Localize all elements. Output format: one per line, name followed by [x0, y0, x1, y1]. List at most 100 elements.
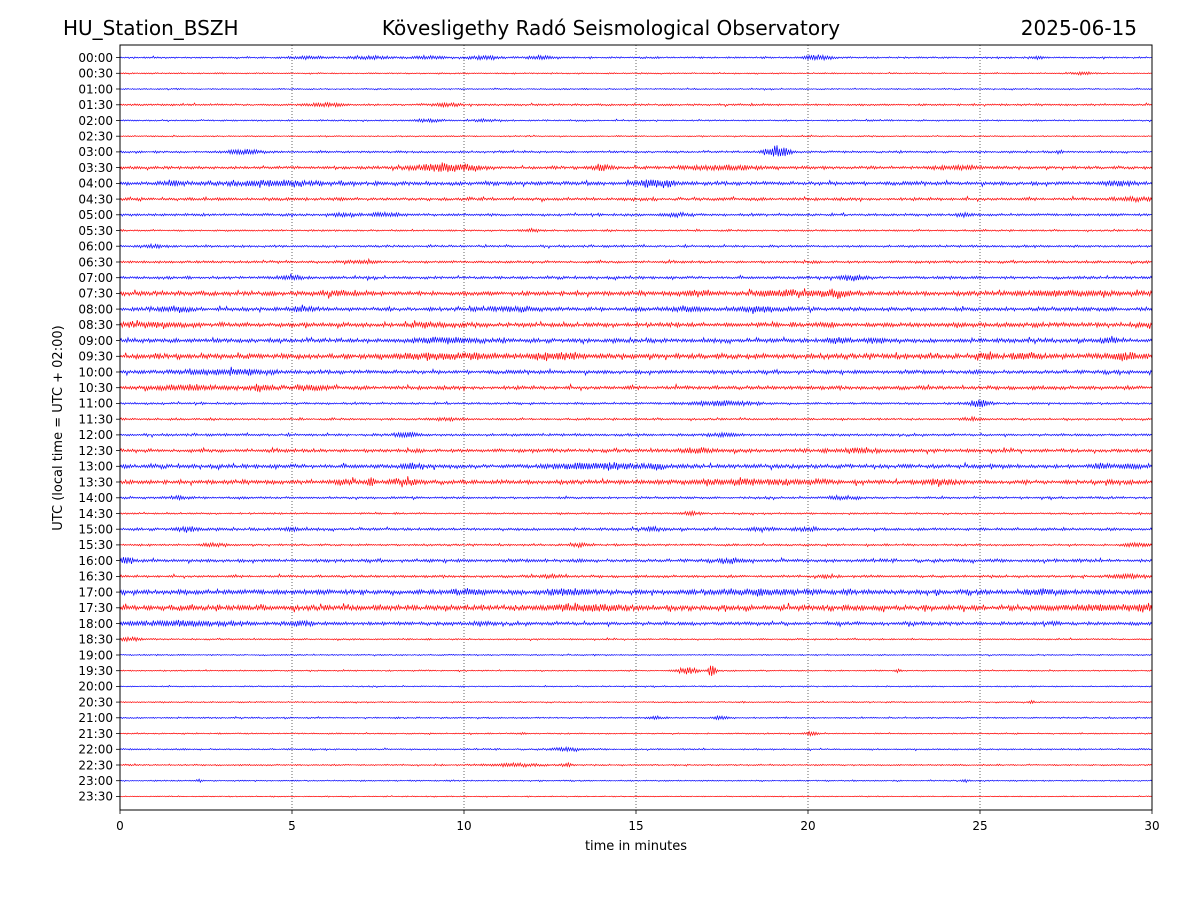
y-tick-label: 16:00	[78, 554, 113, 568]
y-tick-label: 04:00	[78, 177, 113, 191]
trace-line	[119, 53, 1153, 62]
y-tick-label: 00:00	[78, 51, 113, 65]
trace-line	[119, 541, 1153, 549]
trace-line	[119, 525, 1153, 534]
y-tick-label: 16:30	[78, 570, 113, 584]
y-axis-label: UTC (local time = UTC + 02:00)	[51, 325, 66, 530]
y-tick-label: 02:00	[78, 114, 113, 128]
y-tick-label: 13:30	[78, 475, 113, 489]
y-tick-label: 22:00	[78, 743, 113, 757]
y-tick-label: 01:00	[78, 82, 113, 96]
trace-line	[119, 684, 1153, 689]
y-tick-label: 12:30	[78, 444, 113, 458]
y-tick-label: 12:00	[78, 428, 113, 442]
y-tick-label: 08:00	[78, 302, 113, 316]
trace-line	[119, 653, 1153, 657]
y-tick-label: 23:00	[78, 774, 113, 788]
y-tick-label: 17:00	[78, 585, 113, 599]
y-tick-label: 21:30	[78, 727, 113, 741]
y-tick-label: 10:00	[78, 365, 113, 379]
y-tick-label: 22:30	[78, 758, 113, 772]
y-tick-label: 19:30	[78, 664, 113, 678]
x-tick-label: 0	[116, 819, 124, 833]
trace-line	[119, 730, 1153, 737]
trace-line	[119, 195, 1153, 204]
y-tick-label: 03:00	[78, 145, 113, 159]
x-tick-label: 10	[456, 819, 471, 833]
trace-line	[119, 461, 1153, 471]
trace-line	[119, 134, 1153, 138]
trace-line	[119, 351, 1153, 362]
trace-line	[119, 162, 1153, 173]
trace-line	[119, 699, 1153, 705]
y-tick-label: 06:00	[78, 240, 113, 254]
gridlines	[291, 45, 981, 810]
trace-line	[119, 399, 1153, 408]
trace-line	[119, 602, 1153, 613]
y-tick-label: 20:30	[78, 695, 113, 709]
trace-line	[119, 257, 1153, 266]
trace-line	[119, 635, 1153, 643]
observatory-title: Kövesligethy Radó Seismological Observat…	[382, 16, 840, 40]
trace-line	[119, 494, 1153, 502]
y-tick-label: 15:30	[78, 538, 113, 552]
y-tick-label: 13:00	[78, 460, 113, 474]
y-tick-label: 08:30	[78, 318, 113, 332]
trace-line	[119, 242, 1153, 250]
date-title: 2025-06-15	[1021, 16, 1137, 40]
x-tick-label: 5	[288, 819, 296, 833]
trace-line	[119, 179, 1153, 189]
trace-line	[119, 714, 1153, 721]
trace-line	[119, 366, 1153, 377]
trace-line	[119, 288, 1153, 299]
y-tick-label: 00:30	[78, 67, 113, 81]
y-tick-label: 03:30	[78, 161, 113, 175]
y-tick-label: 09:30	[78, 350, 113, 364]
y-tick-label: 21:00	[78, 711, 113, 725]
y-tick-label: 18:00	[78, 617, 113, 631]
trace-line	[119, 415, 1153, 423]
x-axis-ticks: 0 5 10 15 20 25 30	[116, 810, 1160, 833]
y-tick-label: 07:00	[78, 271, 113, 285]
trace-line	[119, 778, 1153, 784]
y-tick-label: 14:00	[78, 491, 113, 505]
trace-line	[119, 587, 1153, 597]
trace-line	[119, 572, 1153, 580]
station-title: HU_Station_BSZH	[63, 16, 239, 40]
trace-line	[119, 556, 1153, 565]
y-tick-label: 14:30	[78, 507, 113, 521]
trace-line	[119, 227, 1153, 234]
trace-line	[119, 509, 1153, 517]
trace-line	[119, 71, 1153, 76]
x-tick-label: 25	[972, 819, 987, 833]
plot-frame	[119, 44, 1153, 811]
trace-line	[119, 211, 1153, 219]
trace-line	[119, 273, 1153, 282]
y-tick-label: 17:30	[78, 601, 113, 615]
trace-line	[119, 795, 1153, 798]
trace-line	[119, 101, 1153, 109]
trace-line	[119, 665, 1153, 677]
y-tick-label: 11:30	[78, 413, 113, 427]
y-tick-label: 20:00	[78, 680, 113, 694]
trace-line	[119, 476, 1153, 488]
y-tick-label: 18:30	[78, 633, 113, 647]
y-tick-label: 04:30	[78, 192, 113, 206]
x-tick-label: 30	[1144, 819, 1159, 833]
y-tick-label: 05:30	[78, 224, 113, 238]
trace-line	[119, 304, 1153, 314]
y-tick-label: 02:30	[78, 130, 113, 144]
trace-line	[119, 431, 1153, 439]
trace-line	[119, 145, 1153, 157]
x-tick-label: 15	[628, 819, 643, 833]
y-tick-label: 09:00	[78, 334, 113, 348]
trace-line	[119, 320, 1153, 330]
trace-line	[119, 335, 1153, 346]
trace-group	[119, 53, 1153, 798]
trace-line	[119, 761, 1153, 768]
y-tick-label: 06:30	[78, 255, 113, 269]
y-tick-label: 11:00	[78, 397, 113, 411]
x-axis-label: time in minutes	[585, 839, 687, 854]
